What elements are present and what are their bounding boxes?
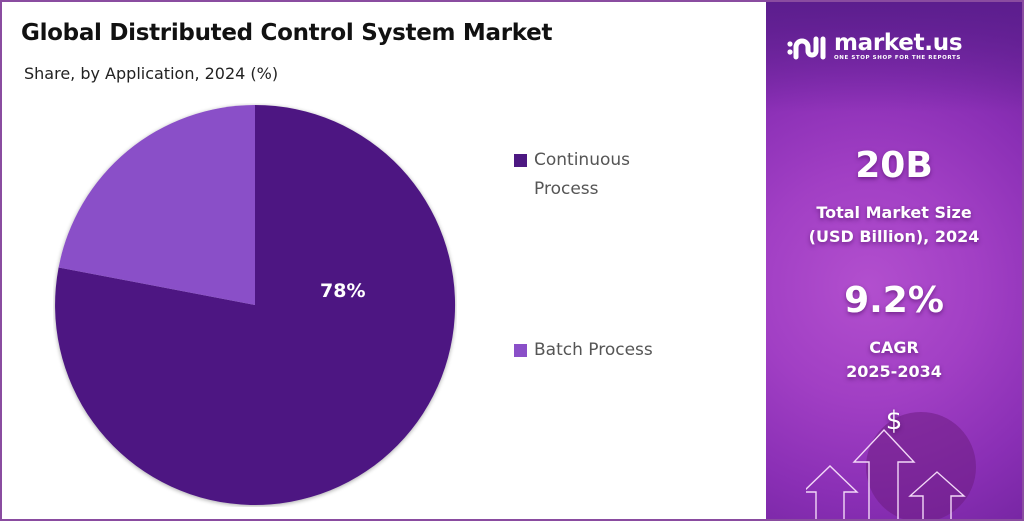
chart-title: Global Distributed Control System Market (21, 20, 553, 46)
legend-label-continuous-line2: Process (534, 179, 599, 199)
market-size-label-line2: (USD Billion), 2024 (808, 227, 980, 246)
chart-panel: Global Distributed Control System Market… (2, 2, 766, 519)
pie-slice-batch-process[interactable] (58, 105, 255, 305)
growth-arrows-icon (806, 428, 966, 519)
legend-swatch-batch (514, 344, 527, 357)
market-size-label-line1: Total Market Size (816, 203, 972, 222)
legend-label-batch: Batch Process (534, 340, 653, 360)
legend-item-batch-process[interactable]: Batch Process (514, 336, 674, 365)
legend-item-continuous-process[interactable]: Continuous Process (514, 146, 674, 204)
chart-subtitle: Share, by Application, 2024 (%) (24, 64, 279, 83)
brand-logo: market.us ONE STOP SHOP FOR THE REPORTS (786, 30, 963, 62)
pie-data-label-continuous: 78% (320, 280, 366, 302)
cagr-label-line1: CAGR (869, 338, 919, 357)
dollar-icon: $ (885, 406, 903, 436)
pie-chart (55, 104, 456, 506)
legend-label-continuous-line1: Continuous (534, 150, 631, 170)
brand-name: market.us (834, 30, 963, 56)
pie-slice-continuous-process[interactable] (55, 104, 456, 506)
summary-panel: market.us ONE STOP SHOP FOR THE REPORTS … (766, 2, 1022, 519)
cagr-label-line2: 2025-2034 (846, 362, 942, 381)
cagr-value: 9.2% (844, 280, 944, 321)
brand-tagline: ONE STOP SHOP FOR THE REPORTS (834, 55, 961, 61)
market-size-value: 20B (855, 145, 933, 186)
legend-swatch-continuous (514, 154, 527, 167)
market-us-logo-icon (787, 36, 826, 60)
